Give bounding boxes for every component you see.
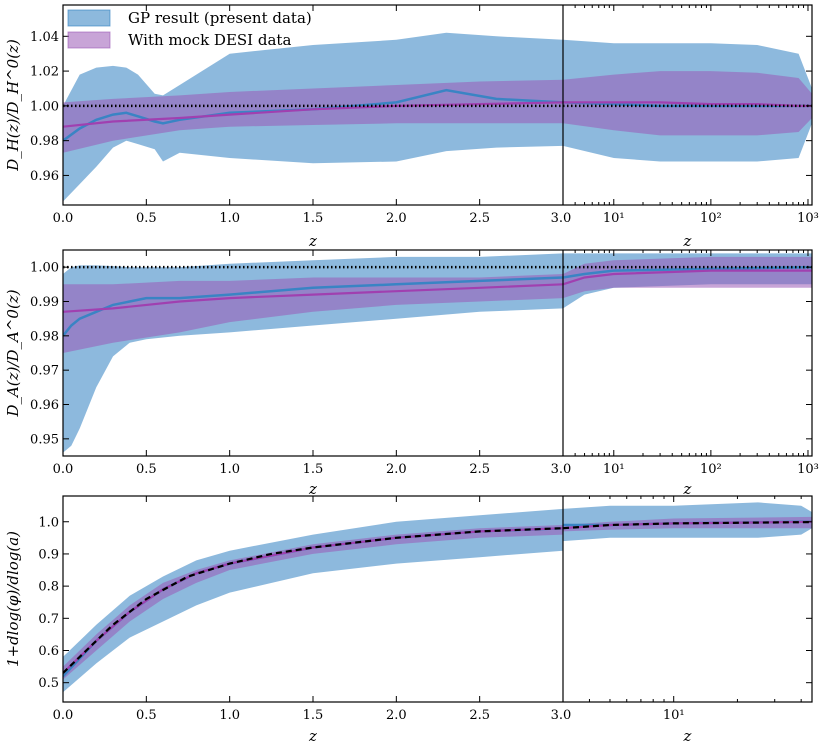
x-tick-label: 2.5 <box>469 708 490 723</box>
panel-DA-right-data <box>563 253 812 309</box>
y-tick-label: 0.95 <box>30 432 59 447</box>
x-tick-label: 10¹ <box>603 462 625 477</box>
desi-band <box>63 274 563 353</box>
gp-band <box>63 508 563 693</box>
gp-mean-line <box>63 276 563 337</box>
x-tick-label: 0.0 <box>53 462 74 477</box>
y-tick-label: 0.96 <box>30 169 59 184</box>
y-tick-label: 1.00 <box>30 99 59 114</box>
x-axis-label: z <box>683 727 692 745</box>
y-tick-label: 0.98 <box>30 134 59 149</box>
axes-frame <box>62 249 813 457</box>
panel-DA-left-data <box>63 253 563 453</box>
legend-label-desi: With mock DESI data <box>128 31 291 49</box>
y-axis-label: D_H(z)/D_H^0(z) <box>4 39 22 172</box>
y-tick-label: 0.97 <box>30 364 59 379</box>
x-tick-label: 1.5 <box>303 211 324 226</box>
desi-mean-line <box>63 101 563 128</box>
legend: GP result (present data) With mock DESI d… <box>67 9 312 49</box>
x-tick-label: 1.0 <box>219 211 240 226</box>
theory-line-dashed <box>63 527 563 674</box>
x-tick-label: 1.5 <box>303 462 324 477</box>
axes-frame <box>62 4 813 206</box>
x-axis-label: z <box>683 480 692 498</box>
y-tick-label: 0.8 <box>38 580 59 595</box>
desi-mean-line <box>63 283 563 313</box>
x-tick-label: 3.0 <box>551 211 572 226</box>
x-tick-label: 1.0 <box>219 462 240 477</box>
y-tick-label: 0.5 <box>38 676 59 691</box>
y-tick-label: 0.9 <box>38 547 59 562</box>
desi-band <box>63 79 563 153</box>
axes-frame <box>62 495 813 703</box>
panel-dlogphi: 0.0 0.5 1.0 1.5 2.0 2.5 3.0 z 10¹ z 0.5 0.6 0.7 0.8 0.… <box>4 495 813 745</box>
x-tick-label: 0.5 <box>136 708 157 723</box>
x-tick-label: 10³ <box>797 462 819 477</box>
y-tick-label: 1.0 <box>38 515 59 530</box>
x-tick-label: 0.5 <box>136 211 157 226</box>
y-tick-label: 0.99 <box>30 295 59 310</box>
x-tick-label: 3.0 <box>551 708 572 723</box>
y-tick-label: 0.96 <box>30 398 59 413</box>
desi-mean-line <box>563 269 812 286</box>
x-tick-label: 0.5 <box>136 462 157 477</box>
x-tick-label: 10³ <box>797 211 819 226</box>
x-tick-label: 10¹ <box>603 211 625 226</box>
panel-DH: 0.0 0.5 1.0 1.5 2.0 2.5 3.0 z 10¹ 10² 10³ z 0.96 0.98… <box>4 4 819 250</box>
x-axis-label: z <box>308 480 317 498</box>
x-tick-label: 2.5 <box>469 211 490 226</box>
gp-mean-line <box>563 265 812 279</box>
desi-mean-line <box>563 101 812 107</box>
x-tick-label: 3.0 <box>551 462 572 477</box>
legend-label-gp: GP result (present data) <box>128 9 312 27</box>
gp-mean-line <box>63 88 563 142</box>
panel-DA: 0.0 0.5 1.0 1.5 2.0 2.5 3.0 z 10¹ 10² 10³ z 0.95 0.96… <box>4 249 819 498</box>
y-tick-label: 1.04 <box>30 30 59 45</box>
x-tick-label: 2.0 <box>386 211 407 226</box>
x-tick-label: 1.0 <box>219 708 240 723</box>
x-tick-label: 10¹ <box>663 708 685 723</box>
x-axis-label: z <box>308 727 317 745</box>
x-axis-label: z <box>683 232 692 250</box>
x-tick-label: 2.0 <box>386 462 407 477</box>
y-tick-label: 0.7 <box>38 612 59 627</box>
y-tick-label: 0.98 <box>30 329 59 344</box>
x-tick-label: 0.0 <box>53 708 74 723</box>
x-tick-label: 2.5 <box>469 462 490 477</box>
x-tick-label: 2.0 <box>386 708 407 723</box>
x-tick-label: 1.5 <box>303 708 324 723</box>
legend-swatch-desi <box>67 31 111 49</box>
theory-line-dashed <box>563 521 812 530</box>
panel-DH-left-data <box>63 32 563 202</box>
x-tick-label: 0.0 <box>53 211 74 226</box>
x-tick-label: 10² <box>700 462 722 477</box>
legend-swatch-gp <box>67 9 111 27</box>
y-tick-label: 1.02 <box>30 65 59 80</box>
desi-band <box>563 256 812 299</box>
y-axis-label: D_A(z)/D_A^0(z) <box>4 289 22 417</box>
y-tick-label: 0.6 <box>38 644 59 659</box>
x-tick-label: 10² <box>700 211 722 226</box>
x-axis-label: z <box>308 232 317 250</box>
panel-DH-right-data <box>563 39 812 162</box>
panel-dlogphi-left-data <box>63 508 563 693</box>
y-tick-label: 1.00 <box>30 261 59 276</box>
panel-dlogphi-right-data <box>563 502 812 542</box>
y-axis-label: 1+dlog(φ)/dlog(a) <box>4 531 22 667</box>
